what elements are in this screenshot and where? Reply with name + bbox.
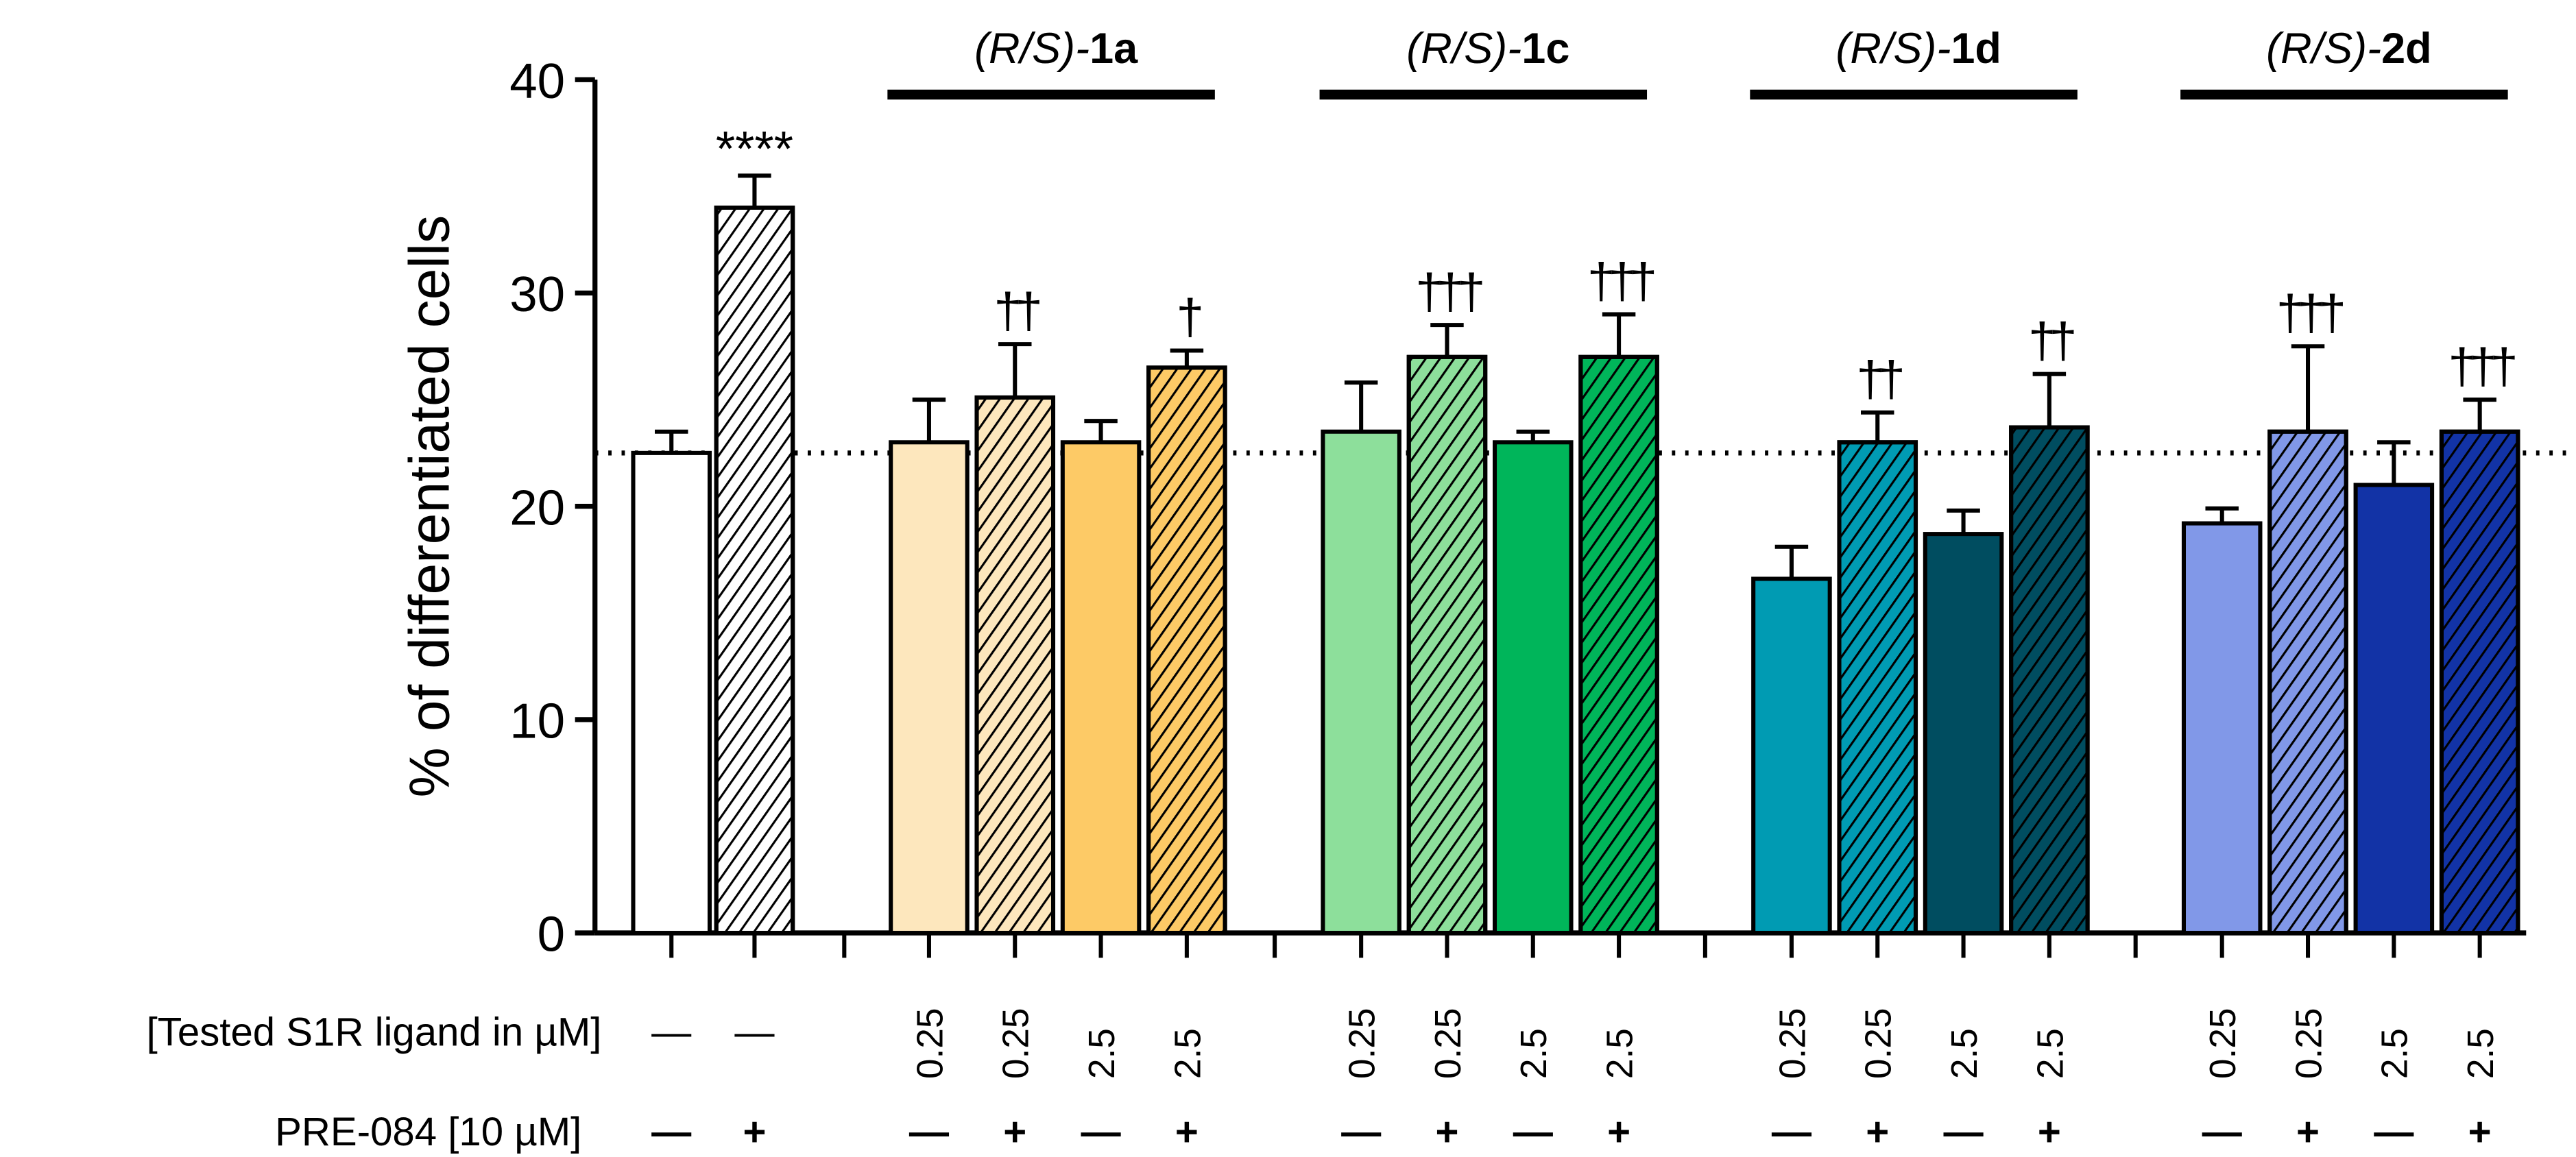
ligand-dose-label: 0.25 <box>2203 1008 2243 1079</box>
significance-label: ††† <box>1415 264 1482 319</box>
bar-hatch <box>1406 354 1488 936</box>
bar <box>1751 576 1832 936</box>
pre084-indicator: + <box>2468 1110 2492 1154</box>
row-label-ligand: [Tested S1R ligand in µM] <box>147 1010 602 1055</box>
ligand-dose-label: 2.5 <box>1082 1028 1122 1079</box>
ligand-dose-label: 0.25 <box>996 1008 1037 1079</box>
y-tick-label: 10 <box>509 694 565 749</box>
bar <box>2353 483 2435 936</box>
ligand-dose-label: 2.5 <box>2030 1028 2071 1079</box>
bar-hatch <box>2439 429 2520 936</box>
pre084-indicator: — <box>1081 1110 1121 1154</box>
bar <box>1321 429 1401 936</box>
ligand-dose-label: — <box>734 1010 775 1055</box>
bar-hatch <box>974 395 1056 936</box>
ligand-dose-label: 2.5 <box>1945 1028 1985 1079</box>
bar <box>1060 440 1142 936</box>
ligand-dose-label: 0.25 <box>1772 1008 1813 1079</box>
row-label-pre084: PRE-084 [10 µM] <box>275 1110 581 1154</box>
group-label-prefix: (R/S)- <box>1406 25 1521 73</box>
pre084-indicator: — <box>1772 1110 1812 1154</box>
significance-label: ††† <box>1587 253 1654 308</box>
pre084-indicator: — <box>909 1110 950 1154</box>
pre084-indicator: + <box>2296 1110 2320 1154</box>
pre084-indicator: — <box>1341 1110 1382 1154</box>
pre084-indicator: + <box>1435 1110 1458 1154</box>
group-label-compound: 2d <box>2381 25 2432 73</box>
ligand-dose-label: 0.25 <box>910 1008 950 1079</box>
significance-label: †† <box>994 283 1040 339</box>
ligand-dose-label: 0.25 <box>2289 1008 2329 1079</box>
group-label: (R/S)-1a <box>974 25 1138 73</box>
group-label: (R/S)-2d <box>2266 25 2432 73</box>
pre084-indicator: + <box>2038 1110 2061 1154</box>
group-label-prefix: (R/S)- <box>1835 25 1951 73</box>
pre084-indicator: — <box>1943 1110 1984 1154</box>
bar-hatch <box>714 205 795 936</box>
pre084-indicator: + <box>1607 1110 1630 1154</box>
y-tick-label: 40 <box>509 53 565 109</box>
bar-hatch <box>2267 429 2348 936</box>
group-label-compound: 1a <box>1090 25 1138 73</box>
pre084-indicator: + <box>1866 1110 1889 1154</box>
group-label-prefix: (R/S)- <box>974 25 1090 73</box>
pre084-indicator: — <box>2202 1110 2243 1154</box>
significance-label: ††† <box>2448 339 2515 394</box>
significance-label: **** <box>716 121 793 177</box>
bar <box>631 450 712 936</box>
ligand-dose-label: 2.5 <box>2375 1028 2416 1079</box>
bar <box>889 440 970 936</box>
bar <box>1492 440 1574 936</box>
pre084-indicator: — <box>1513 1110 1554 1154</box>
group-label: (R/S)-1c <box>1406 25 1569 73</box>
group-label: (R/S)-1d <box>1835 25 2001 73</box>
pre084-indicator: — <box>651 1110 692 1154</box>
significance-label: †† <box>2028 313 2074 369</box>
group-label-prefix: (R/S)- <box>2266 25 2381 73</box>
ligand-dose-label: 0.25 <box>1428 1008 1469 1079</box>
bar-hatch <box>1837 440 1918 936</box>
ligand-dose-label: 2.5 <box>1600 1028 1640 1079</box>
significance-label: † <box>1177 289 1201 345</box>
ligand-dose-label: 0.25 <box>1859 1008 1899 1079</box>
y-tick-label: 20 <box>509 480 565 535</box>
y-tick-label: 30 <box>509 267 565 322</box>
ligand-dose-label: 2.5 <box>1514 1028 1554 1079</box>
group-label-compound: 1d <box>1951 25 2001 73</box>
pre084-indicator: + <box>1003 1110 1026 1154</box>
y-tick-label: 0 <box>538 907 565 962</box>
bar-hatch <box>1578 354 1659 936</box>
pre084-indicator: + <box>743 1110 766 1154</box>
group-label-compound: 1c <box>1521 25 1569 73</box>
significance-label: ††† <box>2276 285 2343 341</box>
ligand-dose-label: — <box>651 1010 692 1055</box>
ligand-dose-label: 2.5 <box>2461 1028 2501 1079</box>
bar <box>1923 532 2004 936</box>
bar-hatch <box>2009 425 2090 936</box>
y-axis-label: % of differentiated cells <box>398 215 461 798</box>
bar-hatch <box>1146 365 1227 936</box>
significance-label: †† <box>1857 352 1903 407</box>
ligand-dose-label: 0.25 <box>1343 1008 1383 1079</box>
pre084-indicator: — <box>2374 1110 2414 1154</box>
bar <box>2181 521 2263 936</box>
ligand-dose-label: 2.5 <box>1168 1028 1208 1079</box>
pre084-indicator: + <box>1175 1110 1199 1154</box>
